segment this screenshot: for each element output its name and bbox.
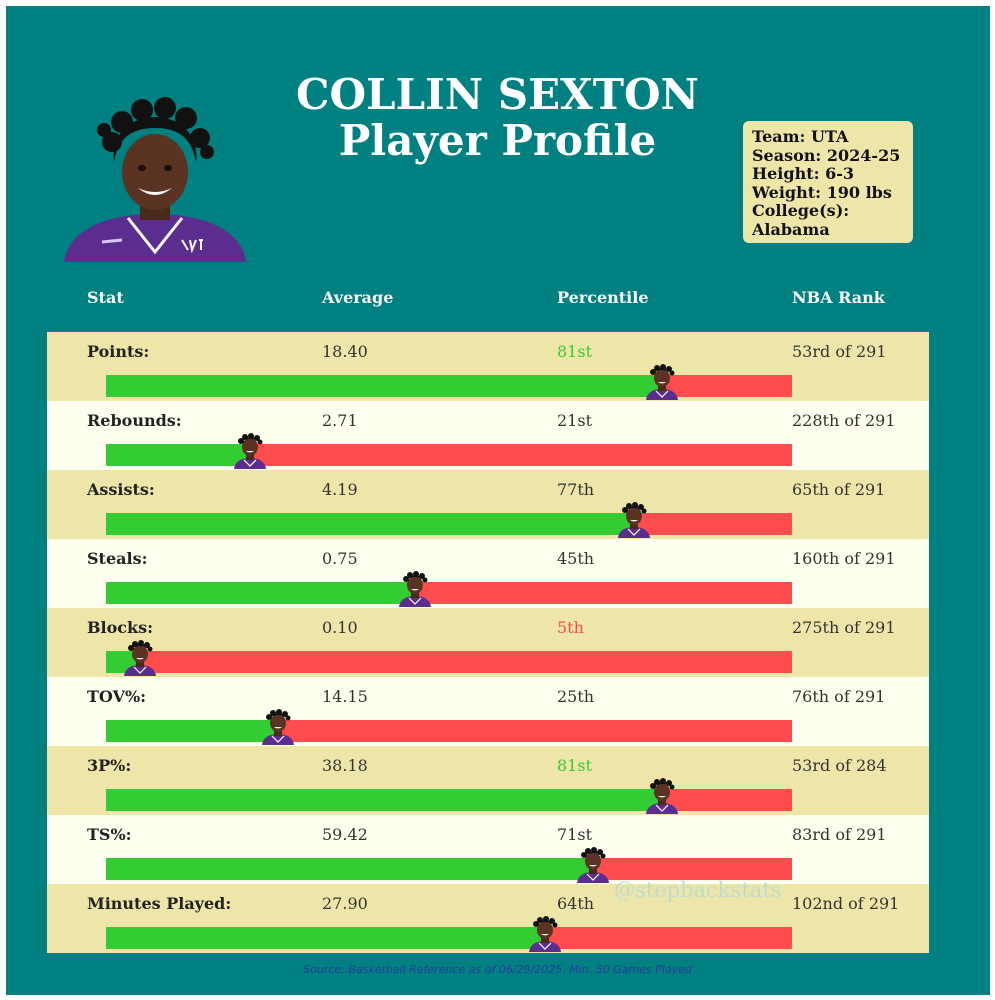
percentile-bar-fill: [106, 582, 415, 604]
stat-average: 14.15: [322, 687, 368, 706]
stat-label: Assists:: [87, 480, 155, 499]
stat-row: TS%: 59.42 71st 83rd of 291: [47, 815, 929, 884]
stat-row: TOV%: 14.15 25th 76th of 291: [47, 677, 929, 746]
stat-rank: 275th of 291: [792, 618, 896, 637]
stat-rank: 83rd of 291: [792, 825, 887, 844]
stat-row: Steals: 0.75 45th 160th of 291: [47, 539, 929, 608]
player-marker-icon: [395, 571, 435, 607]
info-college-value: Alabama: [752, 219, 830, 239]
stat-rank: 102nd of 291: [792, 894, 900, 913]
stat-average: 18.40: [322, 342, 368, 361]
stat-rank: 228th of 291: [792, 411, 896, 430]
stat-label: TOV%:: [87, 687, 147, 706]
stat-label: Minutes Played:: [87, 894, 232, 913]
stat-rank: 65th of 291: [792, 480, 886, 499]
info-college-label: College(s):: [752, 201, 850, 220]
player-marker-icon: [573, 847, 613, 883]
stat-percentile: 5th: [557, 618, 584, 637]
stat-average: 0.75: [322, 549, 358, 568]
stat-average: 2.71: [322, 411, 358, 430]
page-title: COLLIN SEXTON: [296, 70, 699, 119]
stat-rank: 53rd of 284: [792, 756, 887, 775]
percentile-bar: [106, 858, 792, 880]
info-height: Height: 6-3: [752, 164, 854, 183]
stat-percentile: 21st: [557, 411, 592, 430]
player-marker-icon: [230, 433, 270, 469]
stat-row: Rebounds: 2.71 21st 228th of 291: [47, 401, 929, 470]
stat-rank: 53rd of 291: [792, 342, 887, 361]
stat-row: Blocks: 0.10 5th 275th of 291: [47, 608, 929, 677]
stat-percentile: 71st: [557, 825, 592, 844]
player-marker-icon: [525, 916, 565, 952]
percentile-bar: [106, 375, 792, 397]
stat-percentile: 81st: [557, 756, 592, 775]
percentile-bar: [106, 927, 792, 949]
stat-rank: 160th of 291: [792, 549, 896, 568]
percentile-bar-fill: [106, 789, 662, 811]
player-marker-icon: [258, 709, 298, 745]
stat-average: 4.19: [322, 480, 358, 499]
column-header-stat: Stat: [87, 288, 124, 307]
info-weight: Weight: 190 lbs: [752, 182, 892, 202]
column-header-average: Average: [322, 288, 394, 307]
stat-percentile: 64th: [557, 894, 595, 913]
percentile-bar-remainder: [106, 651, 792, 673]
percentile-bar: [106, 720, 792, 742]
stat-percentile: 81st: [557, 342, 592, 361]
stat-percentile: 45th: [557, 549, 595, 568]
stat-label: TS%:: [87, 825, 132, 844]
percentile-bar-fill: [106, 444, 251, 466]
percentile-bar-fill: [106, 375, 662, 397]
percentile-bar: [106, 789, 792, 811]
stat-label: 3P%:: [87, 756, 132, 775]
column-header-rank: NBA Rank: [792, 288, 885, 307]
player-photo: [64, 97, 246, 262]
stat-label: Blocks:: [87, 618, 154, 637]
player-marker-icon: [642, 364, 682, 400]
stat-row: Assists: 4.19 77th 65th of 291: [47, 470, 929, 539]
stat-row: Minutes Played: 27.90 64th 102nd of 291: [47, 884, 929, 953]
watermark: @stepbackstats: [614, 878, 782, 902]
player-marker-icon: [614, 502, 654, 538]
stat-percentile: 25th: [557, 687, 595, 706]
info-season: Season: 2024-25: [752, 145, 901, 165]
stat-average: 27.90: [322, 894, 368, 913]
info-team: Team: UTA: [752, 127, 849, 146]
stat-average: 38.18: [322, 756, 368, 775]
percentile-bar: [106, 651, 792, 673]
percentile-bar: [106, 582, 792, 604]
stat-label: Steals:: [87, 549, 148, 568]
stat-percentile: 77th: [557, 480, 595, 499]
percentile-bar-fill: [106, 720, 278, 742]
stat-rank: 76th of 291: [792, 687, 886, 706]
percentile-bar: [106, 513, 792, 535]
stat-row: Points: 18.40 81st 53rd of 291: [47, 332, 929, 401]
percentile-bar-fill: [106, 513, 635, 535]
page-subtitle: Player Profile: [338, 116, 657, 165]
percentile-bar-fill: [106, 927, 546, 949]
percentile-bar: [106, 444, 792, 466]
stat-average: 0.10: [322, 618, 358, 637]
percentile-bar-fill: [106, 858, 594, 880]
percentile-bar-remainder: [106, 444, 792, 466]
column-header-percentile: Percentile: [557, 288, 649, 307]
player-marker-icon: [120, 640, 160, 676]
source-note: Source: Basketball Reference as of 06/29…: [303, 963, 692, 976]
player-info-box: Team: UTA Season: 2024-25 Height: 6-3 We…: [743, 121, 913, 243]
stat-label: Points:: [87, 342, 150, 361]
stat-average: 59.42: [322, 825, 368, 844]
stat-label: Rebounds:: [87, 411, 182, 430]
player-marker-icon: [642, 778, 682, 814]
stat-row: 3P%: 38.18 81st 53rd of 284: [47, 746, 929, 815]
